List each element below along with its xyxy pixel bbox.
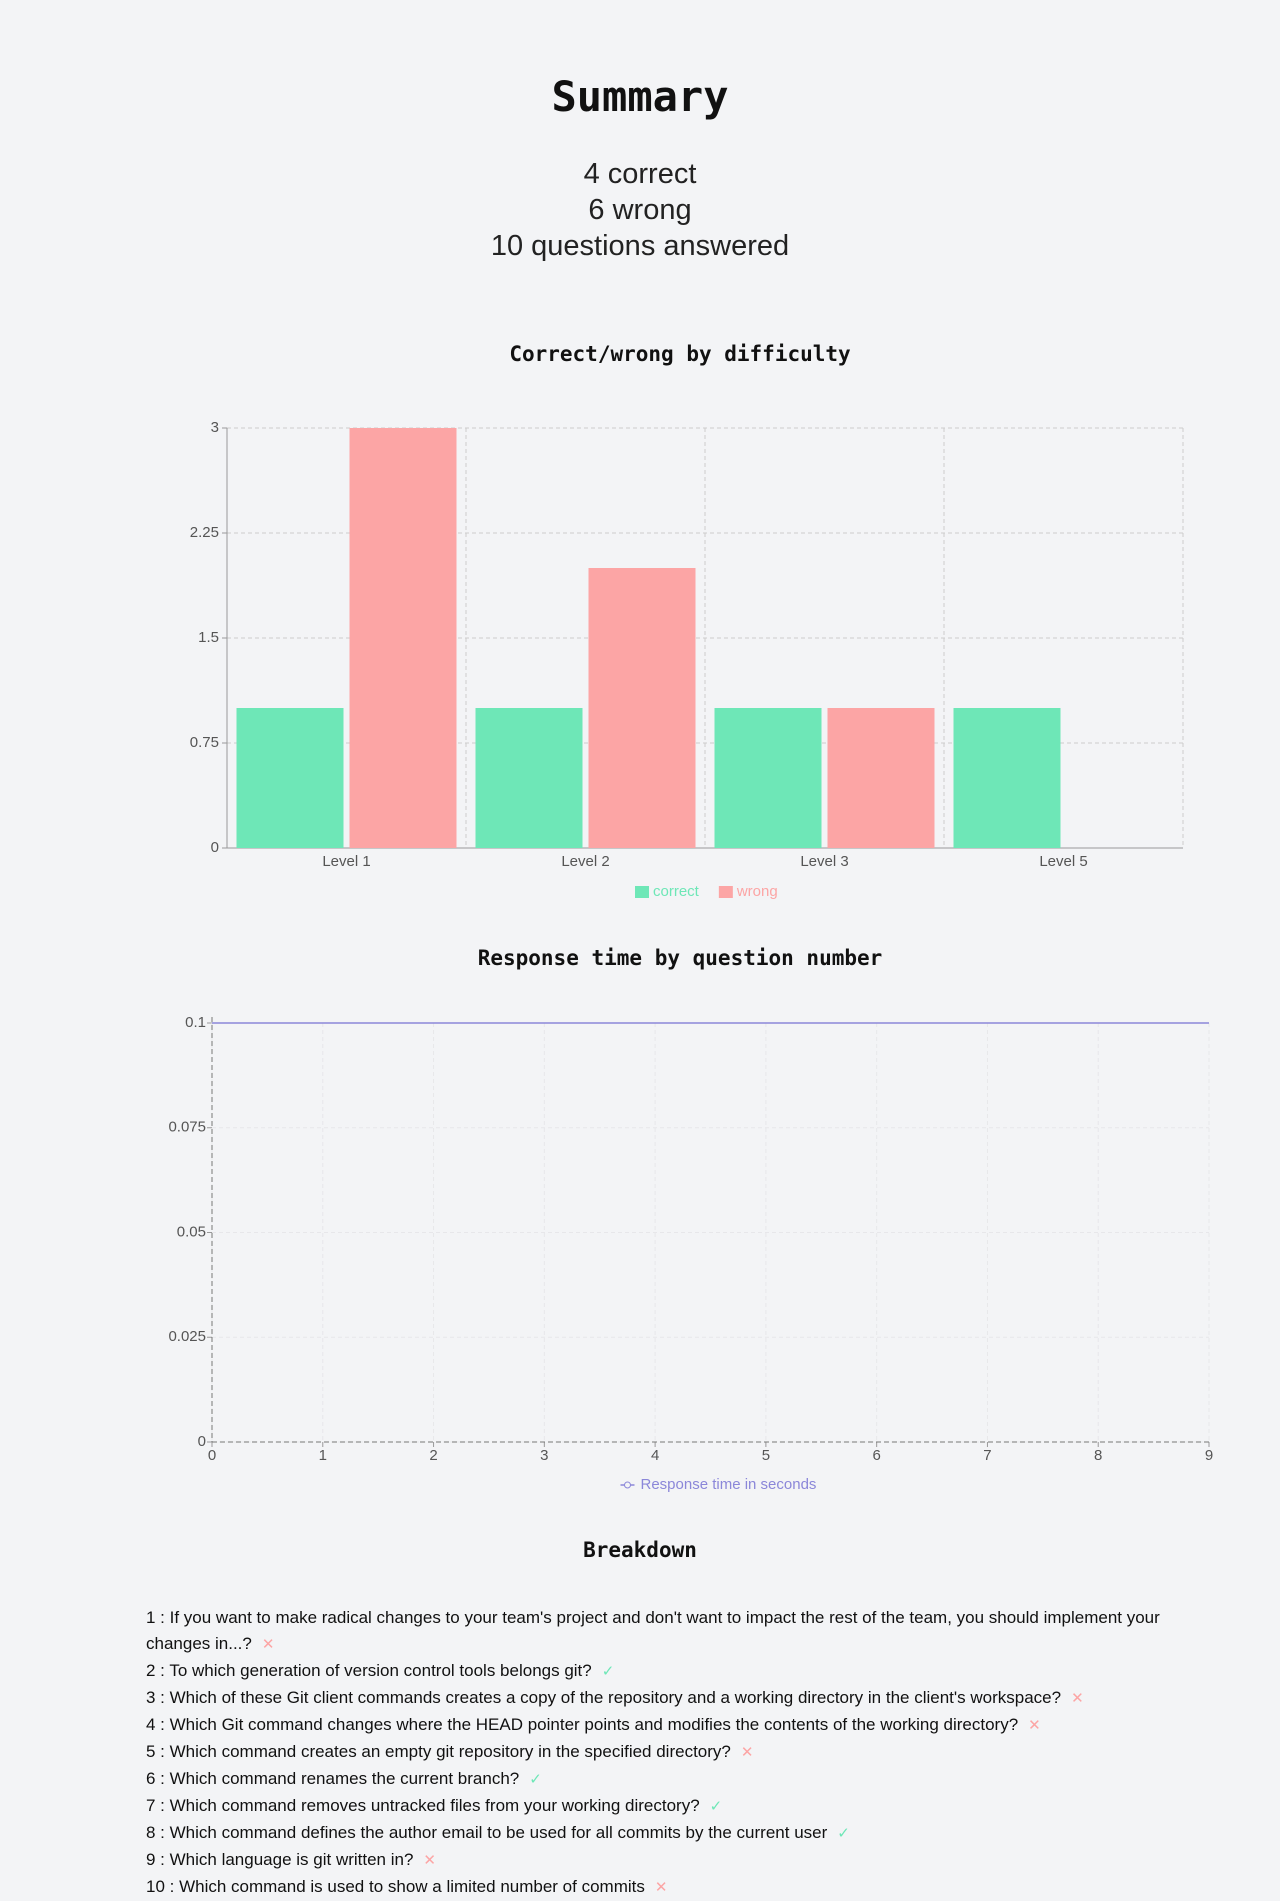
question-text: 4 : Which Git command changes where the …	[146, 1715, 1019, 1734]
question-text: 2 : To which generation of version contr…	[146, 1661, 592, 1680]
x-tick-label: Level 2	[561, 853, 609, 870]
x-tick-label: 0	[208, 1447, 216, 1464]
charts: Correct/wrong by difficulty 0 0.75 1.5 2.25 3…	[168, 342, 1213, 1493]
breakdown-item: 7 : Which command removes untracked file…	[146, 1793, 1196, 1820]
question-text: 9 : Which language is git written in?	[146, 1850, 414, 1869]
breakdown-item: 5 : Which command creates an empty git r…	[146, 1739, 1196, 1766]
x-tick-label: 7	[983, 1447, 991, 1464]
y-tick-label: 0.75	[190, 734, 219, 751]
x-tick-label: 3	[540, 1447, 548, 1464]
x-tick-label: Level 5	[1039, 853, 1087, 870]
correct-mark: ✓	[529, 1771, 542, 1788]
y-tick-label: 0	[198, 1433, 206, 1450]
y-tick-label: 0.1	[185, 1014, 206, 1031]
x-tick-label: 8	[1094, 1447, 1102, 1464]
bar	[475, 708, 583, 848]
y-tick-label: 2.25	[190, 524, 219, 541]
wrong-mark: ✕	[1028, 1717, 1041, 1734]
breakdown-item: 6 : Which command renames the current br…	[146, 1766, 1196, 1793]
page-title: Summary	[551, 72, 729, 121]
breakdown-item: 4 : Which Git command changes where the …	[146, 1712, 1196, 1739]
stat: 4 correct	[583, 158, 697, 190]
stats: 4 correct 6 wrong 10 questions answered	[0, 156, 1280, 264]
breakdown-item: 8 : Which command defines the author ema…	[146, 1820, 1196, 1847]
breakdown-item: 9 : Which language is git written in? ✕	[146, 1847, 1196, 1874]
x-tick-label: Level 1	[322, 853, 370, 870]
wrong-mark: ✕	[740, 1744, 754, 1761]
question-text: 10 : Which command is used to show a lim…	[146, 1877, 645, 1896]
legend-label: Response time in seconds	[641, 1476, 817, 1493]
bar	[236, 708, 344, 848]
y-tick-label: 0.075	[168, 1119, 206, 1136]
question-text: 3 : Which of these Git client commands c…	[146, 1688, 1062, 1707]
question-text: 1 : If you want to make radical changes …	[146, 1608, 1160, 1653]
question-text: 5 : Which command creates an empty git r…	[146, 1742, 731, 1761]
question-text: 8 : Which command defines the author ema…	[146, 1823, 828, 1842]
legend-label: wrong	[736, 883, 778, 900]
breakdown-item: 1 : If you want to make radical changes …	[146, 1605, 1196, 1658]
breakdown-list: 1 : If you want to make radical changes …	[146, 1605, 1196, 1901]
y-tick-label: 0.025	[168, 1328, 206, 1345]
correct-mark: ✓	[837, 1825, 850, 1842]
correct-mark: ✓	[709, 1798, 723, 1815]
breakdown-title: Breakdown	[583, 1538, 697, 1562]
legend-swatch	[718, 886, 733, 898]
y-tick-label: 0.05	[177, 1223, 206, 1240]
y-tick-label: 1.5	[198, 629, 219, 646]
x-tick-label: 2	[429, 1447, 437, 1464]
chart-title: Correct/wrong by difficulty	[509, 342, 851, 366]
chart-title: Response time by question number	[478, 946, 883, 970]
breakdown-item: 10 : Which command is used to show a lim…	[146, 1874, 1196, 1901]
legend-label: correct	[653, 883, 700, 900]
x-tick-label: 1	[319, 1447, 327, 1464]
x-tick-label: 4	[651, 1447, 659, 1464]
wrong-mark: ✕	[423, 1852, 436, 1869]
x-tick-label: 9	[1205, 1447, 1213, 1464]
stat: 10 questions answered	[490, 230, 790, 262]
question-text: 6 : Which command renames the current br…	[146, 1769, 520, 1788]
bar	[714, 708, 822, 848]
question-text: 7 : Which command removes untracked file…	[146, 1796, 700, 1815]
x-tick-label: Level 3	[800, 853, 848, 870]
x-tick-label: 6	[872, 1447, 880, 1464]
bar	[588, 568, 696, 848]
bar	[953, 708, 1061, 848]
wrong-mark: ✕	[654, 1879, 668, 1896]
legend-swatch	[635, 886, 649, 898]
bar	[827, 708, 935, 848]
y-tick-label: 0	[211, 839, 219, 856]
legend-marker	[624, 1481, 631, 1489]
breakdown-item: 3 : Which of these Git client commands c…	[146, 1685, 1196, 1712]
wrong-mark: ✕	[261, 1636, 275, 1653]
y-tick-label: 3	[211, 419, 219, 436]
x-tick-label: 5	[762, 1447, 770, 1464]
stat: 6 wrong	[588, 194, 692, 226]
breakdown-item: 2 : To which generation of version contr…	[146, 1658, 1196, 1685]
wrong-mark: ✕	[1071, 1690, 1084, 1707]
correct-mark: ✓	[601, 1663, 615, 1680]
bar	[349, 428, 457, 848]
